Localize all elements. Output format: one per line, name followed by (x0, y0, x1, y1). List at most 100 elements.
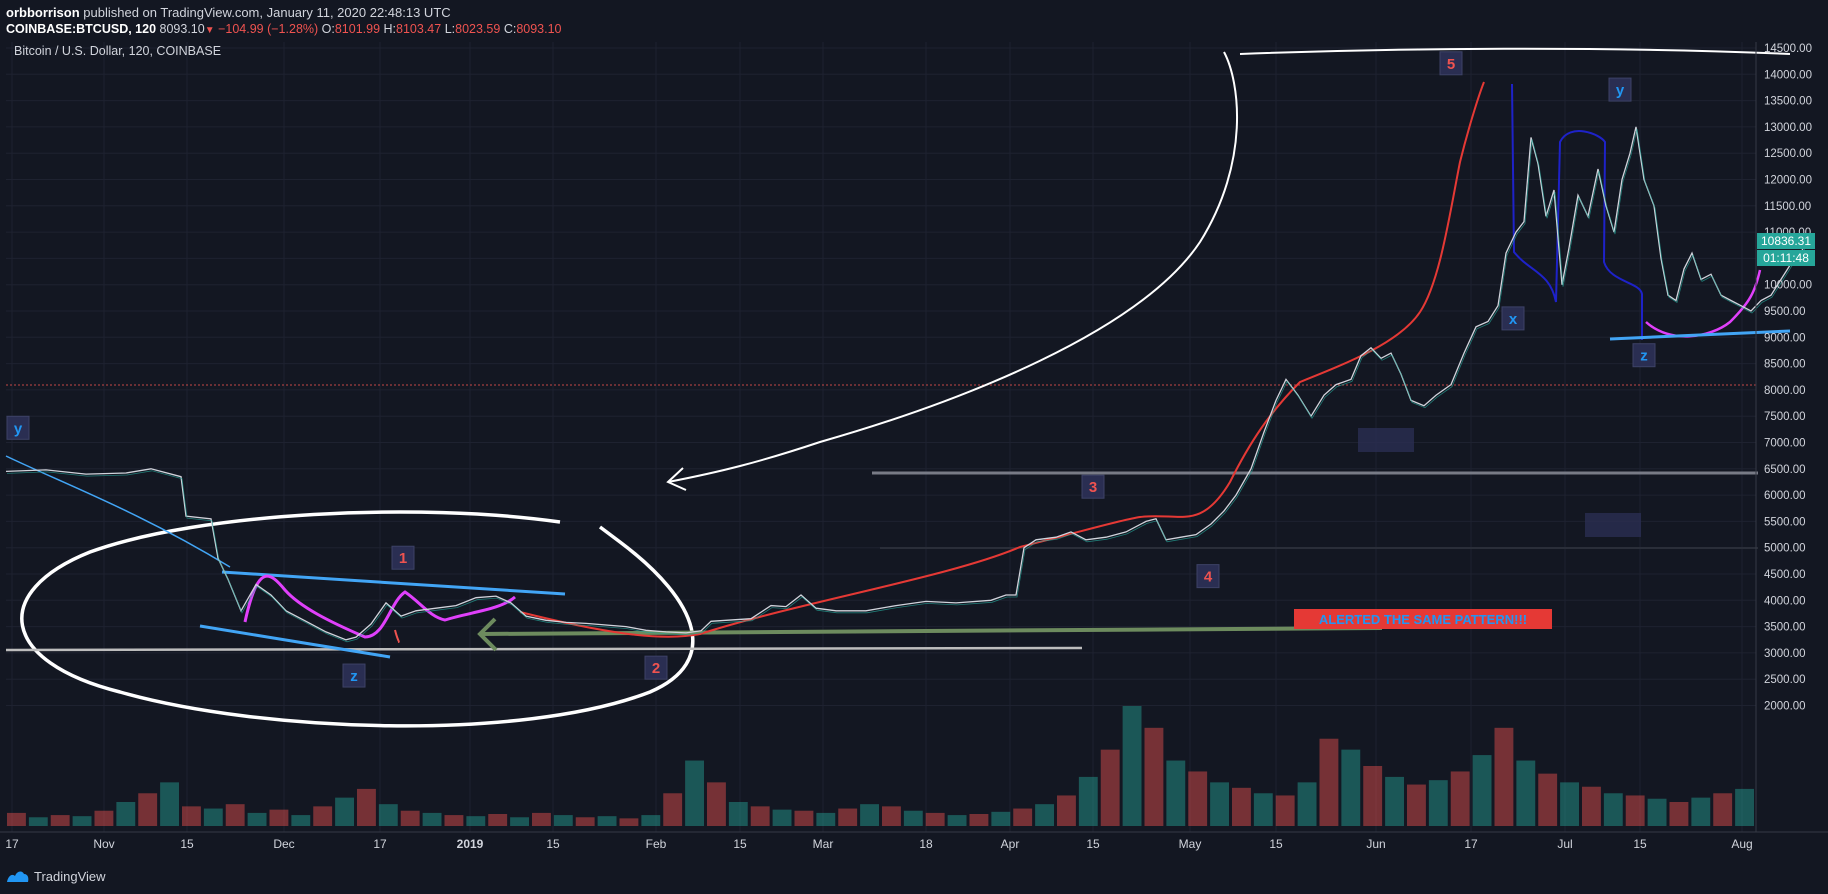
volume-bar (1319, 738, 1339, 826)
x-tick-label: Jun (1366, 837, 1385, 851)
y-tick-label: 7500.00 (1764, 411, 1806, 423)
price-chart[interactable]: y 1 z 2 3 4 5 y x z ALERTED THE SAME PATTERN!!! B… (0, 42, 1828, 862)
annotation-y: y (6, 415, 30, 440)
chart-title: Bitcoin / U.S. Dollar, 120, COINBASE (14, 44, 221, 58)
brand-name: TradingView (34, 868, 106, 884)
blue-trend-lower (199, 624, 391, 659)
volume-bar (1385, 776, 1404, 826)
volume-bar (422, 812, 442, 826)
x-tick-label: 15 (1269, 837, 1283, 851)
price-series-up-overlay (6, 128, 1808, 643)
y-tick-label: 14500.00 (1764, 43, 1812, 55)
blue-support-right (1609, 329, 1791, 341)
price-change: −104.99 (−1.28%) (218, 22, 319, 36)
volume-bar (597, 816, 617, 826)
y-tick-label: 9000.00 (1764, 332, 1806, 344)
volume-bar (860, 804, 879, 826)
last-price-tag-text: 10836.31 (1761, 234, 1811, 248)
y-tick-label: 9500.00 (1764, 306, 1806, 318)
annotation-text: y (14, 420, 23, 437)
volume-bar (1253, 793, 1273, 826)
annotation-y: y (1608, 77, 1632, 102)
volume-bar (335, 797, 354, 826)
volume-bar (466, 816, 486, 826)
blue-trend-upper (221, 570, 566, 596)
volume-bar (1210, 782, 1229, 826)
volume-bar (1057, 795, 1076, 826)
author-name[interactable]: orbborrison (6, 5, 80, 20)
price-axis[interactable]: 14500.00 14000.00 13500.00 13000.00 12500.00… (1755, 42, 1812, 832)
high-label: H: (383, 22, 397, 36)
tradingview-brand[interactable]: TradingView (6, 868, 106, 884)
low-value: 8023.59 (455, 22, 501, 36)
open-value: 8101.99 (334, 22, 381, 36)
volume-bar (225, 804, 245, 826)
volume-bar (838, 808, 858, 826)
y-tick-label: 3000.00 (1764, 648, 1806, 660)
volume-bar (1472, 755, 1492, 826)
volume-bar (378, 804, 398, 826)
y-tick-label: 7000.00 (1764, 438, 1806, 450)
volume-bar (1428, 780, 1448, 826)
x-tick-label: 15 (1633, 837, 1647, 851)
volume-bar (1713, 793, 1733, 826)
volume-bar (991, 811, 1011, 826)
volume-bar (794, 810, 814, 826)
y-tick-label: 4000.00 (1764, 595, 1806, 607)
volume-bar (1735, 788, 1754, 826)
tradingview-logo-icon (7, 871, 29, 882)
y-tick-label: 8000.00 (1764, 385, 1806, 397)
top-white-line (1239, 47, 1791, 55)
chart-header: orbborrison published on TradingView.com… (0, 0, 1828, 42)
close-label: C: (503, 22, 517, 36)
note-box-jul (1585, 513, 1641, 537)
annotation-5: 5 (1439, 51, 1463, 76)
annotation-1: 1 (391, 545, 415, 570)
x-tick-label: 15 (546, 837, 560, 851)
time-axis[interactable]: 17 Nov 15 Dec 17 2019 15 Feb 15 Mar 18 Apr 15 May 15 Ju… (0, 831, 1828, 851)
y-tick-label: 13500.00 (1764, 96, 1812, 108)
volume-bar (1341, 749, 1361, 826)
annotation-text: 1 (399, 550, 407, 567)
volume-bar (269, 809, 289, 826)
x-tick-label: Feb (646, 837, 667, 851)
volume-bar (313, 806, 333, 826)
volume-bar (1122, 706, 1142, 826)
red-curve-left (394, 629, 400, 643)
volume-bar (925, 812, 945, 826)
volume-bar (247, 812, 267, 826)
volume-bar (947, 815, 967, 826)
annotation-x: x (1501, 306, 1525, 331)
annotation-z: z (342, 663, 366, 688)
volume-bar (1144, 727, 1164, 826)
annotation-4: 4 (1196, 564, 1220, 589)
volume-bar (203, 808, 223, 826)
y-tick-label: 4500.00 (1764, 569, 1806, 581)
volume-bar (1100, 749, 1120, 826)
volume-bar (1297, 782, 1317, 826)
green-arrow (479, 626, 1383, 636)
y-tick-label: 5500.00 (1764, 516, 1806, 528)
volume-bar (575, 817, 595, 826)
annotation-text: z (1640, 348, 1648, 365)
high-value: 8103.47 (396, 22, 442, 36)
volume-bar (1232, 787, 1251, 826)
x-tick-label: May (1179, 837, 1202, 851)
chart-grid (6, 42, 1756, 832)
volume-bar (138, 793, 158, 826)
annotation-2: 2 (644, 655, 668, 680)
publish-info: orbborrison published on TradingView.com… (6, 5, 451, 20)
annotation-text: x (1509, 311, 1518, 328)
annotation-text: z (350, 668, 358, 685)
y-tick-label: 12500.00 (1764, 148, 1812, 160)
volume-bar (1625, 795, 1645, 826)
x-tick-label: 15 (733, 837, 747, 851)
annotation-3: 3 (1081, 474, 1105, 499)
white-arrow-head (666, 467, 687, 491)
volume-bar (50, 815, 70, 826)
green-arrow-head (477, 617, 498, 652)
volume-bar (969, 814, 989, 826)
alert-callout-text: ALERTED THE SAME PATTERN!!! (1319, 612, 1527, 627)
volume-bar (1188, 771, 1208, 826)
white-ellipse-drawing (20, 510, 695, 728)
